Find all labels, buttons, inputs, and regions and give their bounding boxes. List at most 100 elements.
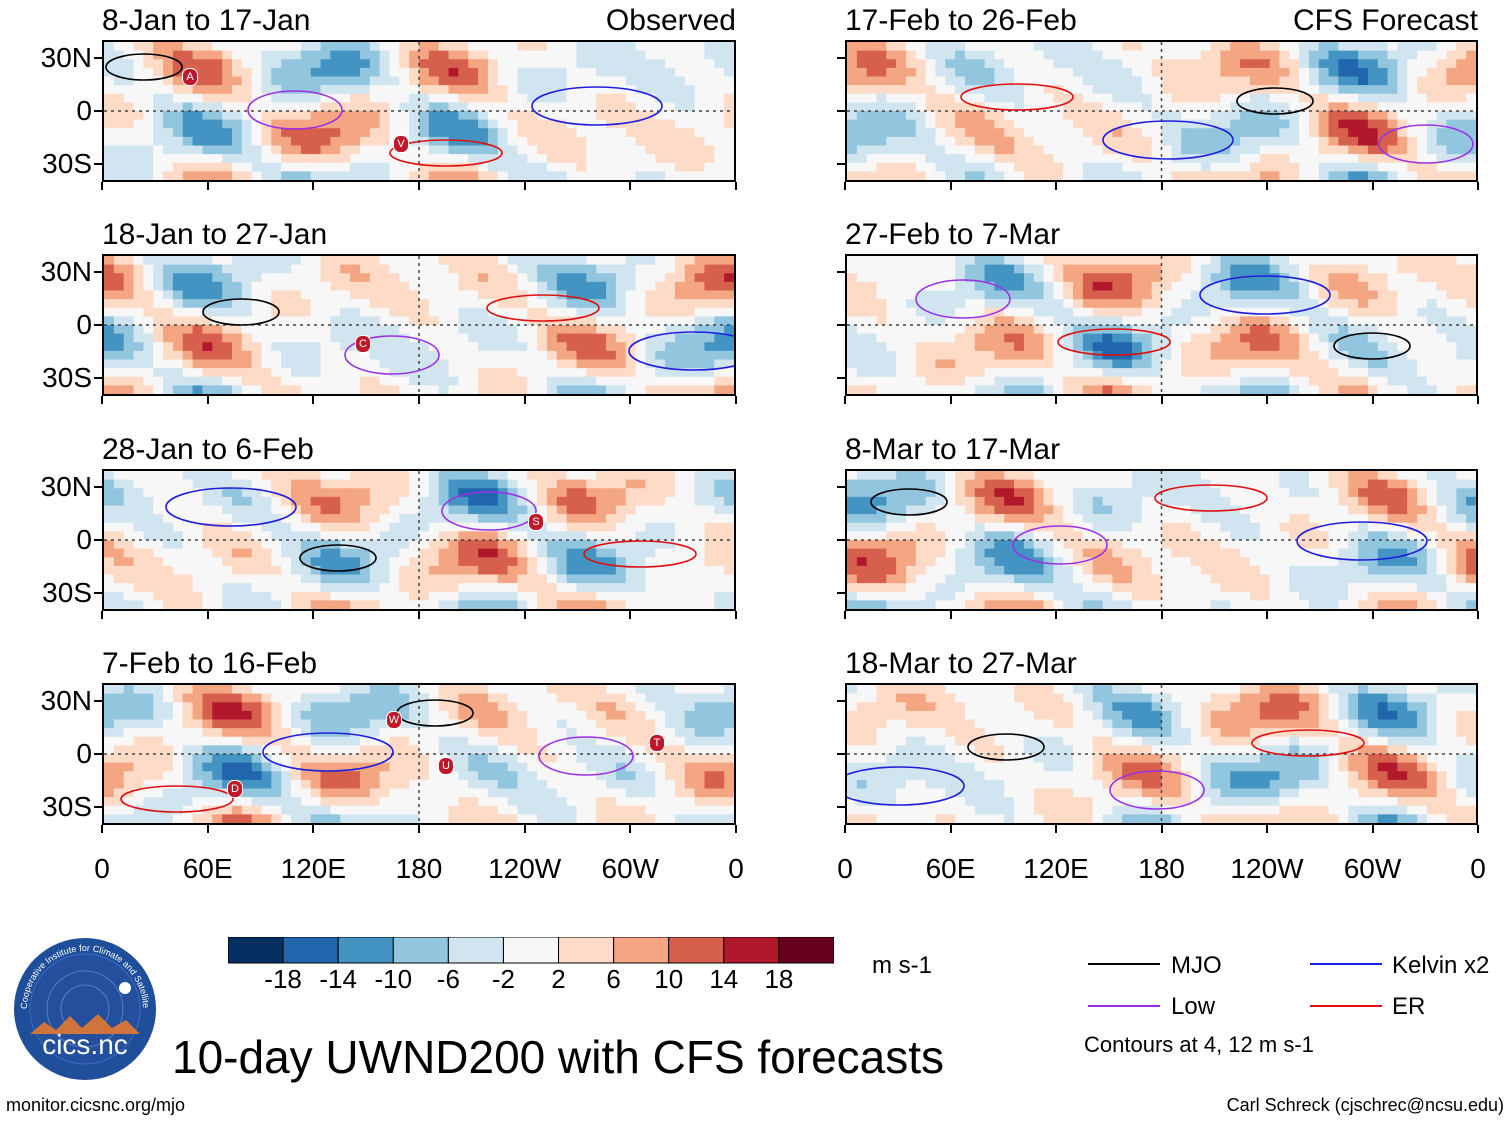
field-cell	[537, 59, 548, 69]
field-cell	[596, 325, 607, 335]
field-cell	[369, 728, 381, 738]
field-cell	[123, 710, 135, 721]
field-cell	[704, 273, 715, 283]
field-cell	[291, 600, 302, 609]
field-cell	[984, 145, 996, 155]
field-cell	[566, 531, 578, 541]
field-cell	[261, 540, 272, 550]
contour-er	[120, 785, 234, 813]
field-cell	[241, 154, 253, 164]
field-cell	[399, 102, 410, 112]
field-cell	[886, 59, 897, 69]
field-cell	[935, 145, 946, 155]
field-cell	[340, 702, 351, 712]
field-cell	[202, 540, 213, 550]
field-cell	[172, 754, 184, 764]
field-cell	[566, 316, 578, 326]
field-cell	[350, 762, 361, 772]
field-cell	[1092, 128, 1104, 138]
field-cell	[389, 111, 400, 121]
field-cell	[133, 342, 144, 352]
field-cell	[606, 728, 617, 738]
field-cell	[143, 325, 154, 335]
x-tick-mark	[312, 182, 315, 190]
field-cell	[438, 273, 450, 283]
field-cell	[251, 779, 263, 790]
field-cell	[271, 514, 282, 524]
field-cell	[724, 136, 734, 147]
field-cell	[684, 754, 696, 764]
field-cell	[537, 693, 548, 703]
field-cell	[428, 162, 440, 172]
field-cell	[566, 342, 578, 352]
field-cell	[487, 531, 499, 541]
field-cell	[123, 162, 135, 172]
field-cell	[546, 754, 558, 764]
field-cell	[379, 479, 391, 489]
field-cell	[556, 702, 568, 712]
field-cell	[340, 273, 351, 283]
field-cell	[478, 583, 489, 593]
field-cell	[694, 119, 706, 129]
field-cell	[428, 736, 440, 746]
field-cell	[320, 368, 332, 378]
field-cell	[222, 522, 233, 532]
field-cell	[866, 93, 878, 103]
field-cell	[133, 171, 144, 180]
field-cell	[261, 557, 272, 567]
field-cell	[665, 771, 676, 781]
field-cell	[320, 488, 332, 498]
field-cell	[497, 307, 509, 317]
field-cell	[291, 505, 302, 515]
field-cell	[596, 488, 607, 498]
field-cell	[517, 307, 528, 317]
field-cell	[428, 565, 440, 576]
field-cell	[586, 702, 597, 712]
field-cell	[261, 745, 272, 755]
field-cell	[428, 256, 440, 266]
field-cell	[537, 171, 548, 180]
field-cell	[714, 719, 725, 729]
field-cell	[1073, 85, 1084, 95]
field-cell	[1240, 76, 1251, 86]
field-cell	[202, 557, 213, 567]
field-cell	[655, 531, 666, 541]
field-cell	[655, 299, 666, 309]
field-cell	[596, 685, 607, 695]
field-cell	[694, 128, 706, 138]
field-cell	[300, 85, 312, 95]
field-cell	[665, 111, 676, 121]
field-cell	[1456, 85, 1467, 95]
y-tick-label: 0	[76, 309, 92, 340]
field-cell	[566, 514, 578, 524]
field-cell	[586, 290, 597, 300]
field-cell	[527, 162, 538, 172]
field-cell	[546, 281, 558, 292]
field-cell	[369, 471, 381, 481]
field-cell	[1358, 59, 1369, 69]
field-cell	[251, 505, 263, 515]
field-cell	[163, 171, 174, 180]
field-cell	[507, 119, 519, 129]
field-cell	[1073, 136, 1084, 147]
field-cell	[300, 814, 312, 823]
field-cell	[724, 264, 734, 274]
field-cell	[847, 119, 858, 129]
field-cell	[665, 557, 676, 567]
field-cell	[182, 342, 194, 352]
field-cell	[576, 719, 587, 729]
field-cell	[350, 814, 361, 823]
field-cell	[212, 333, 223, 343]
field-cell	[300, 154, 312, 164]
field-cell	[556, 368, 568, 378]
field-cell	[389, 342, 400, 352]
field-cell	[389, 788, 400, 798]
field-cell	[655, 583, 666, 593]
field-cell	[241, 557, 253, 567]
field-cell	[566, 111, 578, 121]
field-cell	[517, 299, 528, 309]
field-cell	[340, 281, 351, 292]
field-cell	[1112, 59, 1123, 69]
field-cell	[517, 316, 528, 326]
field-cell	[1220, 128, 1231, 138]
